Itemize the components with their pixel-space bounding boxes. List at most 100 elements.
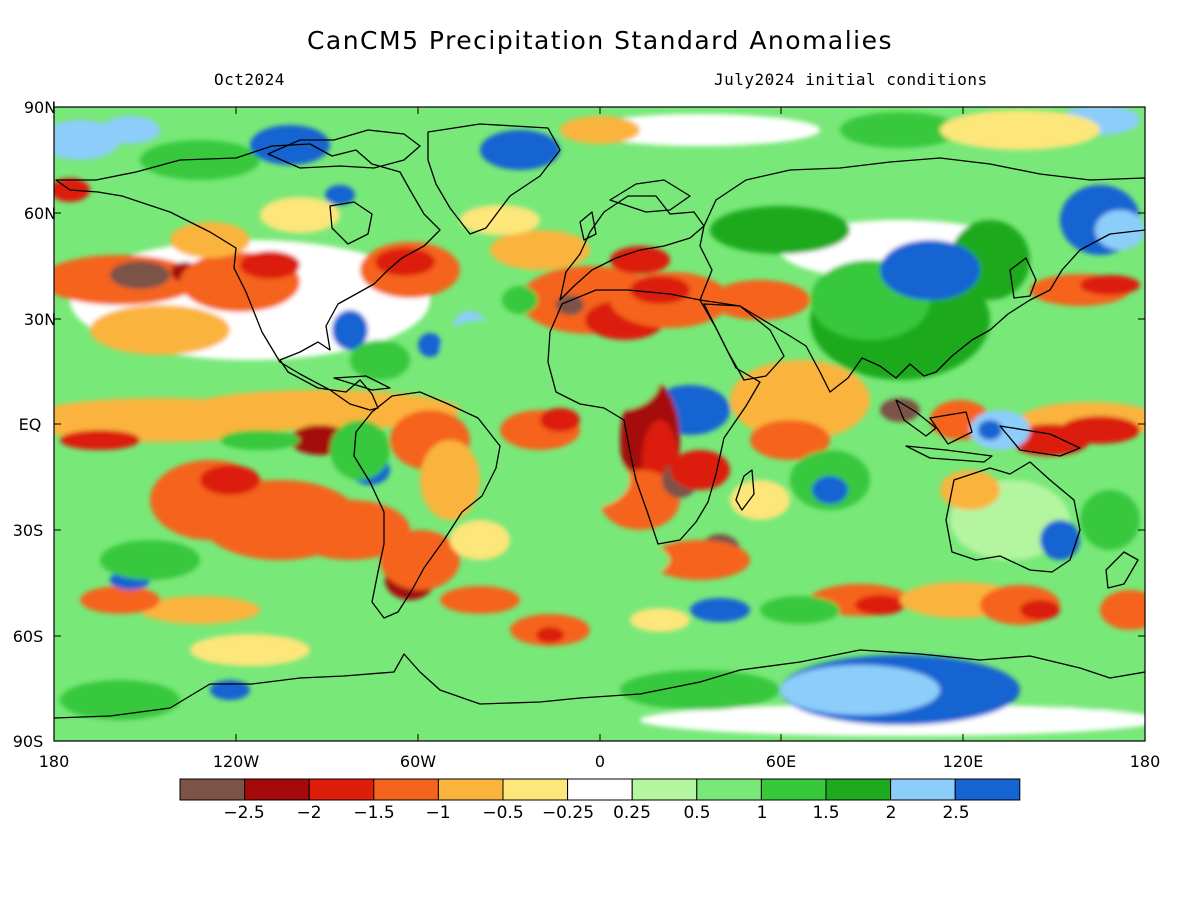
anomaly-region [978,420,1002,440]
colorbar-label: 2.5 [942,803,969,823]
colorbar-swatch [567,778,633,801]
anomaly-region [710,280,810,320]
lat-label-eq: EQ [19,415,42,434]
anomaly-region [210,680,250,700]
anomaly-region [200,465,260,495]
anomaly-region [90,305,230,355]
anomaly-region [556,295,584,315]
anomaly-region [440,320,520,380]
anomaly-region [1100,590,1145,630]
lon-label-180e: 180 [1130,752,1161,771]
anomaly-region [530,450,630,510]
colorbar-label: 2 [886,803,897,823]
initial-conditions: July2024 initial conditions [714,70,988,89]
anomaly-region [190,634,310,666]
anomaly-region [330,420,390,480]
coast-antarctica [54,649,1145,719]
anomaly-region [360,685,480,715]
anomaly-region [760,596,840,624]
anomaly-region [375,248,435,276]
anomaly-region [240,251,300,279]
coast-eurasia [699,157,1145,393]
coast-australia [945,461,1081,573]
lon-label-0: 0 [595,752,605,771]
colorbar-label: −0.25 [542,803,594,823]
coast-greenland [427,123,561,235]
anomaly-region [620,670,780,710]
anomaly-region [610,246,670,274]
forecast-month: Oct2024 [214,70,285,89]
anomaly-region [1095,210,1145,250]
anomaly-region [220,430,300,450]
lon-label-60w: 60W [400,752,436,771]
lat-label-90s: 90S [13,732,44,751]
lon-label-120w: 120W [213,752,260,771]
anomaly-region [60,680,180,720]
anomaly-region [1040,670,1145,710]
colorbar-swatch [696,778,762,801]
anomaly-region [332,310,368,350]
anomaly-region [730,480,790,520]
anomaly-region [380,530,460,590]
anomaly-region [60,500,120,540]
coast-south-america [353,391,501,619]
anomaly-region [812,476,848,504]
anomaly-region [940,110,1100,150]
anomaly-region [140,140,260,180]
colorbar-swatch [179,778,246,801]
colorbar-swatch [437,778,504,801]
lon-label-180w: 180 [39,752,70,771]
anomaly-region [580,350,660,410]
coast-britain [579,211,597,241]
coast-madagascar [735,469,755,511]
anomaly-region [1040,520,1080,560]
colorbar-swatch [308,778,375,801]
anomaly-region [536,627,564,643]
lat-label-30s: 30S [13,521,44,540]
anomaly-field [54,107,1145,741]
anomaly-region [630,608,690,632]
colorbar-label: −2.5 [223,803,264,823]
anomaly-region [560,116,640,144]
anomaly-region [710,206,850,254]
anomaly-region [580,114,820,146]
colorbar-swatch [631,778,698,801]
anomaly-region [490,230,590,270]
latitude-labels: 90N 60N 30N EQ 30S 60S 90S [13,98,56,751]
anomaly-region [450,520,510,560]
anomaly-region [325,185,355,205]
anomaly-region [570,540,670,580]
anomaly-region [100,116,160,144]
anomaly-region [420,440,480,520]
anomaly-region [880,240,980,300]
colorbar-swatch [954,778,1021,801]
anomaly-region [260,197,340,233]
anomaly-region [110,261,170,289]
anomaly-region [750,420,830,460]
colorbar-label: 1 [757,803,768,823]
anomaly-region [180,390,460,430]
coast-hudson-bay [329,201,373,245]
anomaly-region [418,333,442,357]
anomaly-region [840,112,960,148]
lat-label-90n: 90N [24,98,56,117]
colorbar-swatch [890,778,956,801]
colorbar-label: −0.5 [482,803,523,823]
anomaly-region [690,598,750,622]
anomaly-region [170,222,250,258]
anomaly-region [140,596,260,624]
anomaly-region [60,430,140,450]
anomaly-region [1080,275,1140,295]
coast-north-america [55,143,441,411]
axis-ticks [54,106,1145,742]
colorbar-swatch [373,778,439,801]
colorbar-swatch [502,778,569,801]
anomaly-region [780,665,940,715]
lat-label-60n: 60N [24,204,56,223]
colorbar-swatch [760,778,827,801]
anomaly-region [80,586,160,614]
anomaly-region [350,340,410,380]
anomaly-region [650,540,750,580]
colorbar-label: 1.5 [812,803,839,823]
anomaly-region [480,130,560,170]
